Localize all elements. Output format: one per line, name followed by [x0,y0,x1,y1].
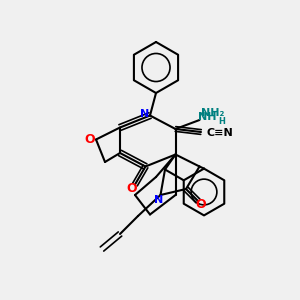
Text: C≡N: C≡N [207,128,234,138]
Text: N: N [140,109,149,119]
Text: O: O [85,133,95,146]
Text: O: O [127,182,137,196]
Text: N: N [154,195,164,206]
Text: NH₂: NH₂ [201,107,224,118]
Text: H: H [219,117,225,126]
Text: O: O [196,197,206,211]
Text: NH: NH [198,112,216,122]
